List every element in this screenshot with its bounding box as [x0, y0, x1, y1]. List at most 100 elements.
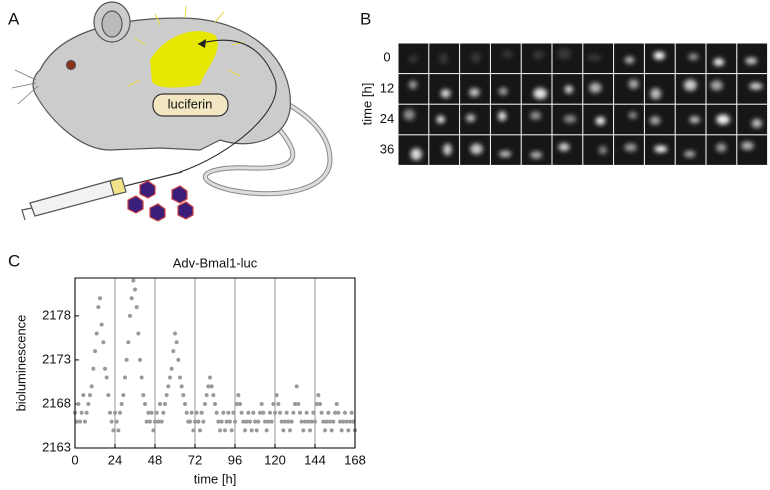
image-tile — [614, 104, 644, 135]
data-point — [303, 419, 307, 424]
data-point — [241, 419, 246, 424]
data-point — [99, 322, 104, 327]
data-point — [131, 278, 136, 283]
data-point — [194, 410, 199, 415]
data-point — [326, 410, 331, 415]
data-point — [314, 401, 319, 406]
x-tick-label: 24 — [108, 452, 122, 467]
y-tick-label: 2178 — [42, 307, 71, 322]
data-point — [293, 401, 297, 406]
data-point — [163, 401, 167, 406]
data-point — [101, 340, 106, 345]
data-point — [313, 419, 317, 424]
data-point — [176, 357, 181, 362]
data-point — [81, 393, 86, 398]
tile-signal — [688, 53, 699, 61]
tile-signal — [654, 145, 668, 153]
data-point — [289, 419, 294, 424]
data-point — [346, 428, 351, 433]
tile-signal — [741, 141, 754, 151]
data-point — [276, 401, 281, 406]
data-point — [146, 410, 151, 415]
data-point — [191, 428, 196, 433]
tile-signal — [751, 118, 763, 128]
data-point — [329, 428, 334, 433]
data-point — [88, 393, 92, 398]
data-point — [93, 349, 97, 354]
data-point — [121, 393, 126, 398]
data-point — [334, 401, 339, 406]
image-tile — [490, 104, 521, 135]
tile-signal — [689, 116, 700, 124]
data-point — [119, 401, 124, 406]
data-point — [341, 419, 346, 424]
data-point — [338, 419, 342, 424]
data-point — [184, 410, 189, 415]
data-point — [258, 410, 262, 415]
image-tile — [583, 135, 614, 165]
data-point — [224, 419, 229, 424]
tile-signal — [628, 111, 638, 119]
data-point — [204, 393, 209, 398]
image-tile — [398, 104, 429, 135]
data-point — [84, 410, 89, 415]
grid-background — [398, 43, 768, 166]
y-axis-label: bioluminescence — [13, 315, 28, 412]
image-tile — [429, 74, 460, 104]
tile-signal — [587, 54, 602, 62]
data-point — [203, 401, 207, 406]
tile-signal — [595, 116, 606, 125]
data-point — [114, 419, 119, 424]
data-point — [323, 428, 327, 433]
data-point — [278, 410, 282, 415]
data-point — [206, 384, 211, 389]
image-tile — [644, 74, 675, 104]
data-point — [319, 410, 324, 415]
data-point — [243, 428, 247, 433]
data-point — [306, 419, 311, 424]
data-point — [196, 419, 201, 424]
data-point — [144, 419, 149, 424]
image-tile — [521, 135, 552, 165]
data-point — [316, 393, 321, 398]
data-point — [154, 410, 159, 415]
tile-signal — [408, 80, 418, 90]
tile-signal — [624, 143, 637, 152]
data-point — [283, 419, 287, 424]
data-point — [236, 393, 241, 398]
tile-signal — [499, 150, 512, 158]
data-point — [254, 428, 259, 433]
tile-signal — [653, 51, 665, 60]
image-grid — [398, 43, 768, 166]
tile-signal — [436, 115, 445, 124]
tile-signal — [501, 50, 513, 58]
x-tick-label: 0 — [71, 452, 78, 467]
data-point — [124, 357, 129, 362]
data-point — [349, 410, 354, 415]
data-point — [198, 428, 202, 433]
tile-signal — [410, 148, 422, 161]
panel-label: B — [360, 9, 371, 28]
data-point — [153, 419, 157, 424]
data-point — [304, 410, 309, 415]
data-point — [148, 419, 152, 424]
tile-signal — [533, 88, 547, 100]
tile-signal — [745, 57, 758, 65]
tile-signal — [498, 87, 508, 96]
data-point — [86, 401, 91, 406]
data-point — [94, 331, 99, 336]
data-point — [234, 401, 239, 406]
data-point — [248, 419, 252, 424]
data-point — [233, 419, 237, 424]
x-tick-label: 144 — [304, 452, 326, 467]
row-label: 0 — [383, 50, 390, 65]
data-point — [344, 419, 349, 424]
data-point — [159, 419, 164, 424]
data-point — [266, 419, 271, 424]
image-tile — [706, 43, 737, 74]
plot-frame — [74, 277, 356, 449]
data-point — [106, 393, 111, 398]
tile-signal — [530, 111, 542, 120]
data-point — [151, 428, 156, 433]
data-point — [271, 401, 276, 406]
